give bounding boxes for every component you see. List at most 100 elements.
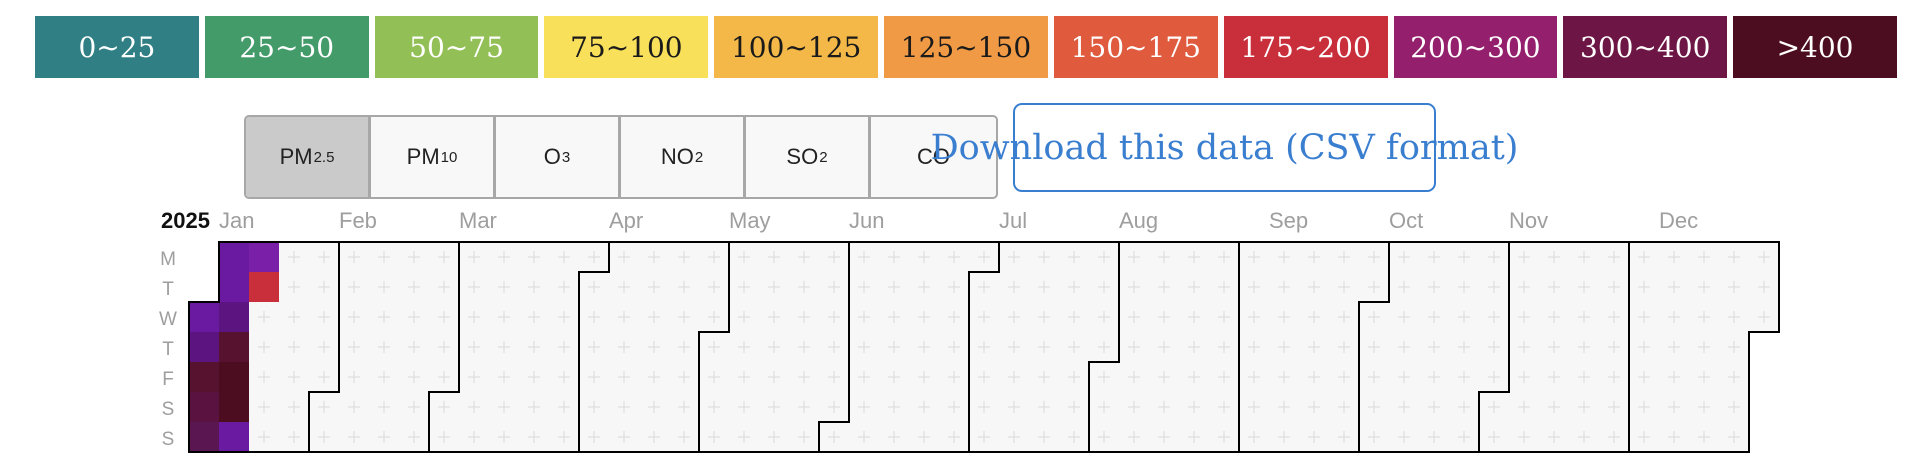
calendar-day-cross <box>888 371 900 383</box>
tab-co[interactable]: CO <box>871 117 996 197</box>
calendar-weekday-label: W <box>159 309 177 330</box>
calendar-day-cross <box>858 371 870 383</box>
calendar-day-cross <box>1548 281 1560 293</box>
calendar-day-cross <box>738 281 750 293</box>
calendar-day-cross <box>1458 431 1470 443</box>
calendar-day-cross <box>258 311 270 323</box>
calendar-month-outline <box>1628 241 1780 453</box>
calendar-day-cross <box>1698 371 1710 383</box>
calendar-day-cross <box>1578 311 1590 323</box>
calendar-month-label: Jun <box>849 208 884 233</box>
calendar-day-cross <box>498 401 510 413</box>
calendar-day-filled <box>189 392 219 422</box>
calendar-day-cross <box>1488 251 1500 263</box>
calendar-day-cross <box>858 431 870 443</box>
calendar-day-cross <box>1248 281 1260 293</box>
calendar-day-cross <box>1158 431 1170 443</box>
calendar-day-cross <box>1278 341 1290 353</box>
tab-so2[interactable]: SO 2 <box>746 117 871 197</box>
calendar-month-label: May <box>729 208 771 233</box>
calendar-day-cross <box>1518 341 1530 353</box>
tab-no2[interactable]: NO 2 <box>621 117 746 197</box>
calendar-day-cross <box>1188 311 1200 323</box>
legend-item: >400 <box>1733 16 1897 78</box>
calendar-day-cross <box>1548 431 1560 443</box>
calendar-day-filled <box>219 422 249 452</box>
calendar-day-cross <box>798 251 810 263</box>
calendar-day-cross <box>288 371 300 383</box>
calendar-day-cross <box>1308 281 1320 293</box>
calendar-day-cross <box>1608 371 1620 383</box>
calendar-day-cross <box>468 341 480 353</box>
calendar-day-cross <box>438 341 450 353</box>
calendar-day-cross <box>1038 281 1050 293</box>
calendar-day-cross <box>678 311 690 323</box>
calendar-day-cross <box>528 251 540 263</box>
calendar-day-cross <box>918 341 930 353</box>
calendar-day-cross <box>1548 371 1560 383</box>
calendar-day-cross <box>888 251 900 263</box>
calendar-day-cross <box>498 311 510 323</box>
calendar-day-cross <box>498 251 510 263</box>
calendar-day-cross <box>1128 371 1140 383</box>
calendar-day-cross <box>1218 341 1230 353</box>
calendar-day-cross <box>1578 251 1590 263</box>
calendar-day-cross <box>408 371 420 383</box>
calendar-day-cross <box>348 401 360 413</box>
calendar-day-cross <box>1308 251 1320 263</box>
legend-item: 0~25 <box>35 16 199 78</box>
calendar-day-cross <box>1758 251 1770 263</box>
calendar-day-cross <box>1368 431 1380 443</box>
download-csv-button[interactable]: Download this data (CSV format) <box>931 103 1518 192</box>
calendar-day-cross <box>1278 431 1290 443</box>
calendar-day-cross <box>1278 311 1290 323</box>
legend-item: 50~75 <box>374 16 539 78</box>
calendar-day-cross <box>1518 311 1530 323</box>
calendar-day-cross <box>828 401 840 413</box>
calendar-month-label: Jul <box>999 208 1027 233</box>
calendar-day-cross <box>588 251 600 263</box>
calendar-day-cross <box>498 341 510 353</box>
calendar-day-cross <box>318 401 330 413</box>
calendar-day-cross <box>378 311 390 323</box>
calendar-day-cross <box>918 281 930 293</box>
calendar-day-cross <box>288 341 300 353</box>
calendar-day-cross <box>1668 401 1680 413</box>
calendar-day-cross <box>1638 401 1650 413</box>
calendar-day-cross <box>1488 401 1500 413</box>
calendar-day-cross <box>648 401 660 413</box>
calendar-day-cross <box>1638 311 1650 323</box>
calendar-day-cross <box>678 371 690 383</box>
calendar-day-cross <box>1128 431 1140 443</box>
legend-item: 300~400 <box>1563 16 1728 78</box>
calendar-day-cross <box>498 281 510 293</box>
calendar-day-cross <box>1638 281 1650 293</box>
calendar-day-cross <box>498 371 510 383</box>
calendar-day-cross <box>1098 341 1110 353</box>
calendar-day-cross <box>798 431 810 443</box>
calendar-day-filled <box>189 422 219 452</box>
calendar-day-cross <box>1248 371 1260 383</box>
tab-pm10[interactable]: PM 10 <box>371 117 496 197</box>
calendar-day-cross <box>558 341 570 353</box>
calendar-day-cross <box>1008 431 1020 443</box>
calendar-day-cross <box>348 431 360 443</box>
calendar-day-cross <box>468 401 480 413</box>
calendar-day-cross <box>1458 281 1470 293</box>
calendar-day-cross <box>1188 371 1200 383</box>
tab-pm25[interactable]: PM 2.5 <box>246 117 371 197</box>
calendar-day-cross <box>1278 371 1290 383</box>
calendar-day-cross <box>1368 341 1380 353</box>
calendar-day-cross <box>1428 251 1440 263</box>
calendar-month-label: Apr <box>609 208 643 233</box>
calendar-day-cross <box>1158 401 1170 413</box>
tab-label: PM <box>406 144 440 169</box>
calendar-day-cross <box>1548 341 1560 353</box>
calendar-day-cross <box>1098 371 1110 383</box>
calendar-day-filled <box>219 302 249 332</box>
calendar-day-cross <box>1668 281 1680 293</box>
calendar-day-cross <box>708 341 720 353</box>
calendar-day-cross <box>468 371 480 383</box>
calendar-day-cross <box>948 281 960 293</box>
